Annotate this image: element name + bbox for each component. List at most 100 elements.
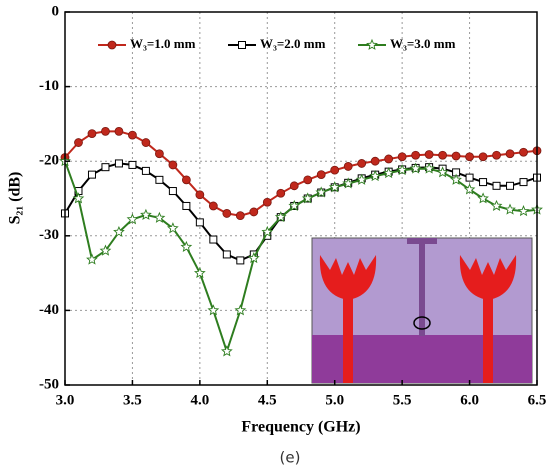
point <box>397 152 407 162</box>
point <box>128 130 137 140</box>
point <box>519 178 528 187</box>
point <box>492 150 501 160</box>
point <box>506 181 515 190</box>
point <box>411 150 421 160</box>
point <box>369 169 382 182</box>
point <box>153 211 166 223</box>
point <box>168 160 178 170</box>
inset-stub <box>407 238 437 244</box>
point <box>463 183 476 195</box>
plot-frame <box>64 11 538 386</box>
point <box>222 209 232 218</box>
point <box>126 213 139 225</box>
point <box>370 156 380 166</box>
legend-label: W₃=1.0 mm <box>130 36 196 51</box>
legend-label: W₃=3.0 mm <box>390 36 456 51</box>
x-tick-label: 3.5 <box>123 392 142 408</box>
point <box>180 240 193 252</box>
point <box>477 192 489 204</box>
point <box>99 244 112 256</box>
x-axis-title: Frequency (GHz) <box>241 419 360 436</box>
point <box>262 197 272 207</box>
point <box>465 173 474 182</box>
point <box>303 175 313 185</box>
point <box>220 345 233 357</box>
point <box>168 187 177 196</box>
point <box>101 163 110 172</box>
point <box>101 126 110 136</box>
point <box>193 266 206 279</box>
point <box>141 166 150 175</box>
point <box>451 151 461 161</box>
inset-marker <box>413 316 431 330</box>
point <box>492 181 501 190</box>
point <box>384 154 394 164</box>
point <box>409 162 422 174</box>
point <box>301 192 314 204</box>
point <box>343 162 353 171</box>
inset-stub <box>419 244 425 336</box>
point <box>87 129 97 138</box>
x-tick-label: 6.5 <box>528 392 547 408</box>
point <box>249 207 259 217</box>
legend-marker <box>238 41 246 49</box>
point <box>166 222 179 234</box>
point <box>328 181 341 193</box>
point <box>181 175 191 185</box>
y-tick-label: -10 <box>39 78 59 94</box>
point <box>465 152 474 162</box>
point <box>235 211 245 221</box>
point <box>450 173 462 185</box>
legend-marker <box>107 40 117 50</box>
y-tick-label: -20 <box>39 153 59 169</box>
point <box>195 190 205 200</box>
point <box>357 159 367 168</box>
point <box>478 152 488 162</box>
point <box>236 256 245 265</box>
inset-right-antenna <box>459 255 517 383</box>
point <box>113 225 125 238</box>
point <box>315 186 328 198</box>
point <box>382 166 395 179</box>
caption: (e) <box>280 449 301 467</box>
point <box>247 252 260 264</box>
x-tick-label: 3.0 <box>56 392 75 408</box>
point <box>330 165 340 175</box>
point <box>479 178 488 187</box>
point <box>519 147 528 157</box>
inset-left-antenna <box>319 255 377 383</box>
x-tick-label: 5.0 <box>325 392 344 408</box>
point <box>141 138 151 147</box>
point <box>355 173 368 185</box>
point <box>128 160 137 169</box>
point <box>74 138 83 147</box>
point <box>155 175 164 184</box>
inset-antenna <box>311 237 533 384</box>
point <box>505 149 515 159</box>
legend-marker <box>366 38 378 50</box>
point <box>182 201 191 210</box>
point <box>208 201 218 211</box>
point <box>424 150 434 159</box>
point <box>517 205 530 217</box>
point <box>261 225 274 238</box>
point <box>490 199 503 211</box>
point <box>114 159 123 168</box>
point <box>87 170 96 179</box>
point <box>209 235 218 244</box>
point <box>436 166 449 178</box>
point <box>423 162 435 174</box>
point <box>274 211 287 223</box>
point <box>207 304 220 316</box>
point <box>114 126 124 136</box>
point <box>276 188 286 198</box>
plot-layer <box>59 126 543 357</box>
x-tick-label: 4.5 <box>258 392 277 408</box>
x-tick-label: 4.0 <box>190 392 209 408</box>
y-tick-label: -50 <box>39 376 59 392</box>
point <box>316 170 326 180</box>
x-tick-label: 5.5 <box>393 392 412 408</box>
point <box>234 304 247 316</box>
x-tick-label: 6.0 <box>460 392 479 408</box>
point <box>396 164 409 176</box>
